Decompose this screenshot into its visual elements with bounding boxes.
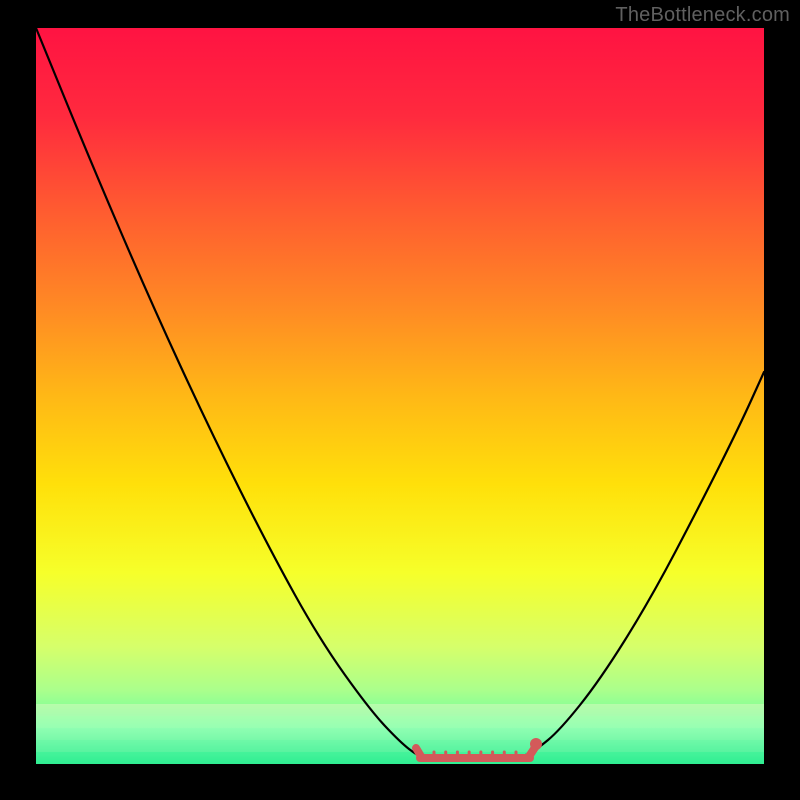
chart-plot-area — [36, 28, 764, 764]
bottleneck-curve-chart — [0, 0, 800, 800]
watermark-text: TheBottleneck.com — [615, 4, 790, 27]
bottom-banding — [36, 704, 764, 764]
chart-root: TheBottleneck.com — [0, 0, 800, 800]
